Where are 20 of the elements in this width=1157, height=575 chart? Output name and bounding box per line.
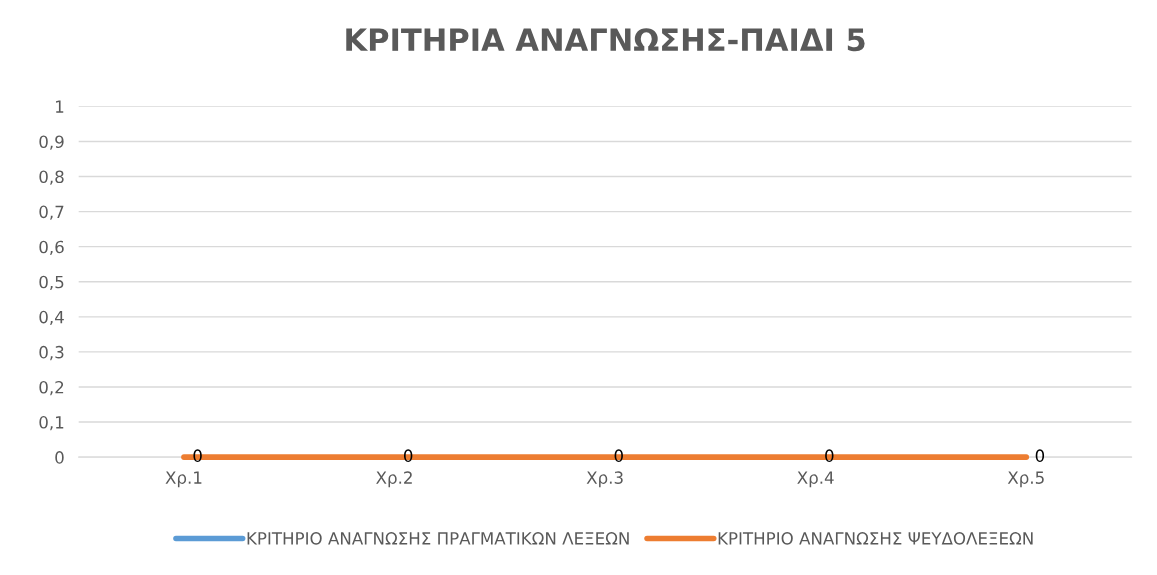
x-tick-label: Χρ.4 [797, 471, 834, 488]
y-tick-label: 0 [55, 451, 64, 464]
x-tick-label: Χρ.1 [165, 471, 202, 488]
y-tick-label: 0,5 [39, 275, 64, 291]
y-tick-label: 0,9 [39, 135, 64, 150]
y-tick-label: 0,6 [39, 240, 64, 255]
x-tick-label: Χρ.5 [1007, 471, 1044, 488]
y-tick-label: 0,8 [39, 170, 64, 185]
y-tick-label: 1 [56, 100, 64, 113]
y-tick-label: 0,4 [39, 310, 64, 326]
legend-label: ΚΡΙΤΗΡΙΟ ΑΝΑΓΝΩΣΗΣ ΠΡΑΓΜΑΤΙΚΩΝ ΛΕΞΕΩΝ [247, 532, 629, 545]
y-tick-label: 0,2 [39, 380, 64, 396]
y-tick-label: 0,7 [39, 205, 64, 220]
chart-title: ΚΡΙΤΗΡΙΑ ΑΝΑΓΝΩΣΗΣ-ΠΑΙΔΙ 5 [346, 28, 865, 52]
legend-label: ΚΡΙΤΗΡΙΟ ΑΝΑΓΝΩΣΗΣ ΨΕΥΔΟΛΕΞΕΩΝ [718, 532, 1033, 545]
x-tick-label: Χρ.2 [376, 471, 412, 488]
y-tick-label: 0,3 [39, 345, 64, 361]
y-tick-label: 0,1 [39, 416, 64, 431]
x-tick-label: Χρ.3 [586, 471, 623, 488]
data-label: 0 [1035, 449, 1045, 462]
